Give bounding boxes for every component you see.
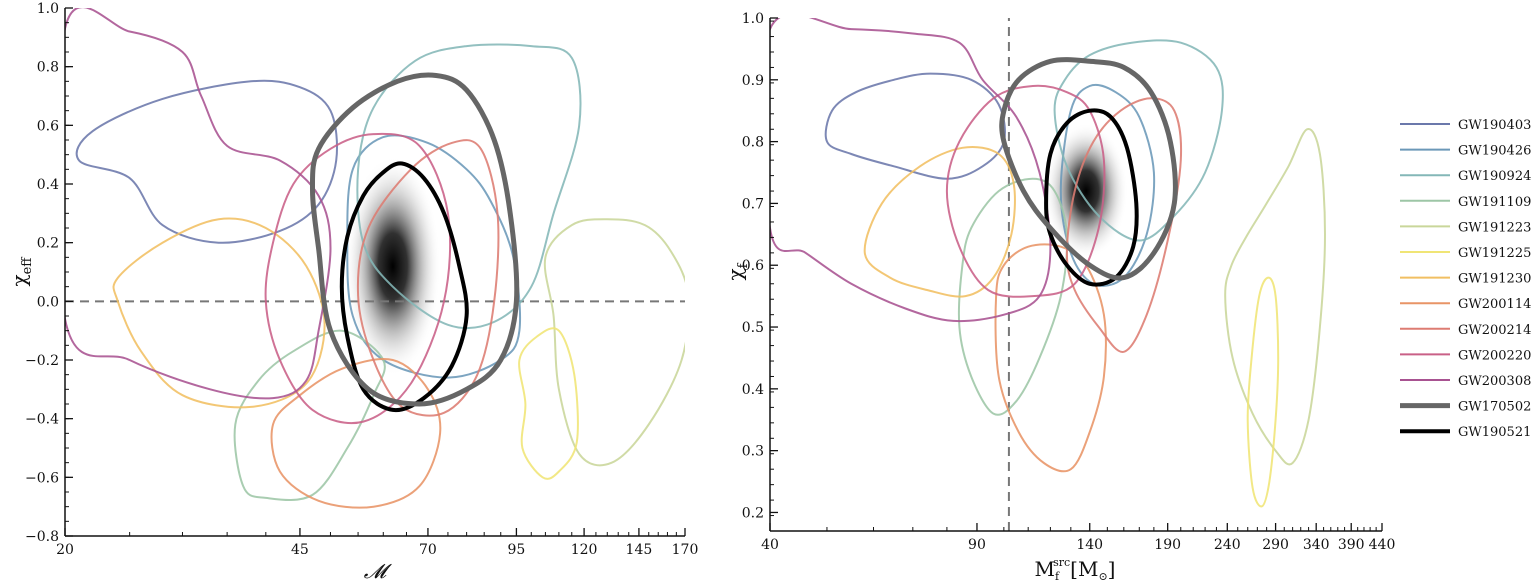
- left-y-tick-label: 0.6: [37, 118, 59, 134]
- right-y-axis-label: χf: [723, 262, 751, 280]
- right-panel: 0.2 0.3 0.4 0.5 0.6 0.7 0.8 0.9 1.0 40 90 140 190 240…: [723, 11, 1395, 582]
- left-x-tick-label: 170: [672, 542, 699, 558]
- svg-text:𝓜: 𝓜: [364, 559, 393, 582]
- right-y-tick-label: 0.2: [742, 505, 764, 521]
- left-contour-gw191230: [112, 217, 326, 409]
- right-x-tick-label: 290: [1262, 537, 1289, 553]
- right-y-tick-label: 1.0: [742, 11, 764, 27]
- right-x-tick-label: 340: [1303, 537, 1330, 553]
- left-y-tick-label: −0.6: [25, 470, 59, 486]
- right-contour-gw190426: [1059, 83, 1156, 287]
- left-panel: −0.8 −0.6 −0.4 −0.2 0.0 0.2 0.4 0.6 0.8 1.0 20 45 70…: [7, 1, 698, 582]
- left-x-tick-label: 95: [507, 542, 525, 558]
- legend-label-gw200114: GW200114: [1458, 297, 1531, 312]
- left-y-axis-label: χeff: [7, 256, 35, 287]
- right-y-tick-label: 0.4: [742, 382, 764, 398]
- right-y-tick-label: 0.9: [742, 73, 764, 89]
- right-contour-gw191225: [1246, 276, 1280, 508]
- right-contour-gw200214: [1065, 97, 1183, 353]
- right-contour-gw190924: [1053, 39, 1224, 242]
- svg-text:χeff: χeff: [7, 256, 35, 287]
- right-contour-gw191230: [863, 146, 1016, 298]
- right-y-tick-label: 0.6: [742, 258, 764, 274]
- left-contour-gw191223: [543, 218, 685, 467]
- left-x-tick-label: 20: [56, 542, 74, 558]
- right-contour-gw191109: [957, 177, 1069, 416]
- right-contour-gw191223: [1224, 128, 1326, 466]
- legend-label-gw191109: GW191109: [1458, 195, 1531, 210]
- right-x-axis-label: Mfsrc[M⊙]: [1035, 556, 1116, 582]
- right-contours: [770, 18, 1326, 508]
- right-contour-gw190403: [824, 72, 1006, 180]
- left-contour-gw191109: [233, 329, 386, 502]
- legend-label-gw191230: GW191230: [1458, 272, 1531, 287]
- legend-label-gw190426: GW190426: [1458, 144, 1531, 159]
- svg-text:Mfsrc[M⊙]: Mfsrc[M⊙]: [1035, 556, 1116, 582]
- left-axes: −0.8 −0.6 −0.4 −0.2 0.0 0.2 0.4 0.6 0.8 1.0 20 45 70…: [25, 1, 698, 558]
- left-y-tick-label: −0.4: [25, 412, 59, 428]
- left-contour-gw190403: [75, 79, 338, 244]
- left-y-tick-label: −0.8: [25, 529, 59, 545]
- legend-label-gw170502: GW170502: [1458, 400, 1531, 415]
- left-y-tick-label: 0.8: [37, 60, 59, 76]
- left-contour-gw200220: [264, 132, 452, 425]
- right-y-tick-label: 0.7: [742, 196, 764, 212]
- right-y-tick-label: 0.5: [742, 320, 764, 336]
- right-x-tick-label: 40: [761, 537, 779, 553]
- left-contour-gw191225: [518, 327, 579, 480]
- left-y-tick-label: 0.2: [37, 236, 59, 252]
- right-contour-gw200114: [994, 243, 1107, 473]
- left-contour-gw190521: [339, 161, 469, 413]
- right-x-tick-label: 190: [1154, 537, 1181, 553]
- right-x-tick-label: 390: [1338, 537, 1365, 553]
- left-density-peak: [344, 156, 441, 377]
- left-density-map: [344, 156, 441, 377]
- left-contour-gw200114: [270, 358, 442, 509]
- legend-label-gw190924: GW190924: [1458, 169, 1531, 184]
- right-y-tick-label: 0.8: [742, 135, 764, 151]
- legend-label-gw190521: GW190521: [1458, 425, 1531, 440]
- left-contour-gw200308: [65, 8, 332, 400]
- right-x-tick-label: 140: [1076, 537, 1103, 553]
- right-x-tick-label: 90: [968, 537, 986, 553]
- right-contour-gw200308: [770, 18, 1052, 323]
- svg-text:χf: χf: [723, 262, 751, 280]
- legend-label-gw200214: GW200214: [1458, 323, 1531, 338]
- left-contour-gw170502: [309, 72, 520, 407]
- left-x-tick-label: 45: [291, 542, 309, 558]
- legend-label-gw191225: GW191225: [1458, 246, 1531, 261]
- right-x-tick-label: 440: [1369, 537, 1396, 553]
- left-contours: [65, 8, 685, 509]
- right-y-tick-label: 0.3: [742, 444, 764, 460]
- left-y-tick-label: 0.4: [37, 177, 59, 193]
- legend: GW190403 GW190426 GW190924 GW191109 GW191223…: [1400, 118, 1531, 440]
- right-contour-gw200220: [945, 84, 1106, 298]
- legend-label-gw200308: GW200308: [1458, 374, 1531, 389]
- left-y-tick-label: 1.0: [37, 1, 59, 17]
- legend-label-gw190403: GW190403: [1458, 118, 1531, 133]
- legend-label-gw200220: GW200220: [1458, 348, 1531, 363]
- right-axes: 0.2 0.3 0.4 0.5 0.6 0.7 0.8 0.9 1.0 40 90 140 190 240…: [742, 11, 1396, 553]
- left-x-tick-label: 70: [419, 542, 437, 558]
- right-contour-gw190521: [1044, 108, 1139, 287]
- left-y-tick-label: −0.2: [25, 353, 59, 369]
- right-contour-gw170502: [999, 57, 1178, 281]
- left-y-tick-label: 0.0: [37, 294, 59, 310]
- left-x-axis-label: 𝓜: [364, 559, 393, 582]
- left-x-tick-label: 120: [571, 542, 598, 558]
- legend-label-gw191223: GW191223: [1458, 220, 1531, 235]
- right-x-tick-label: 240: [1214, 537, 1241, 553]
- left-x-tick-label: 145: [626, 542, 653, 558]
